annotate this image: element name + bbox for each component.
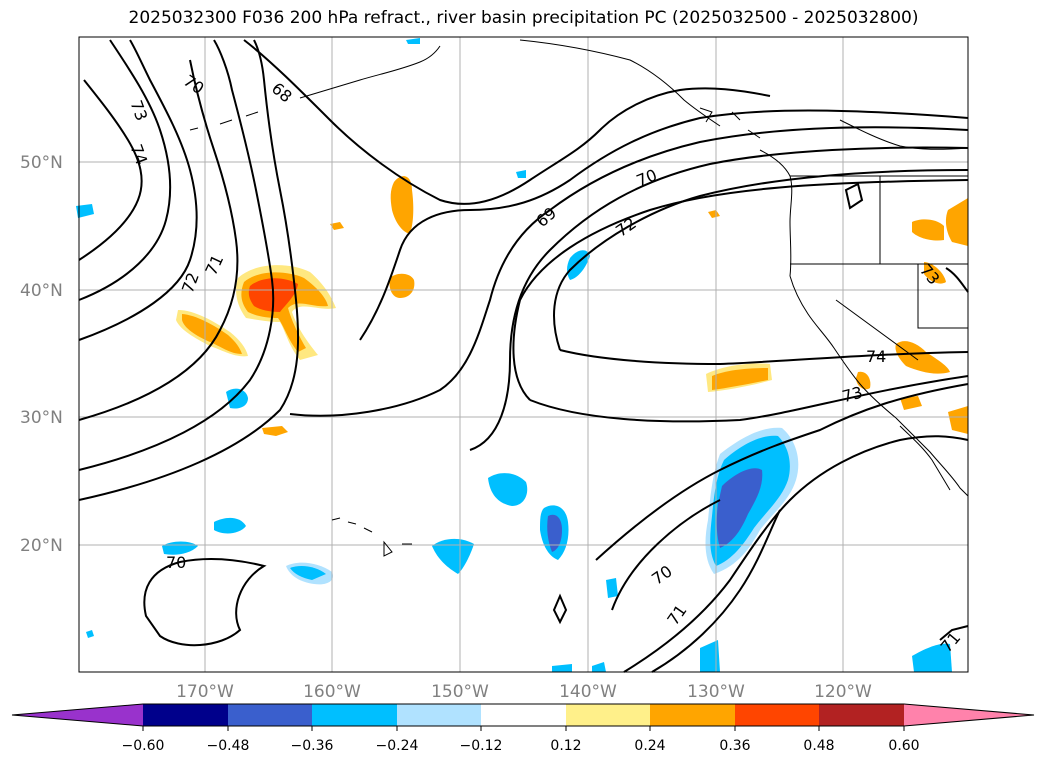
colorbar-tick-label: −0.24 — [376, 738, 419, 754]
colorbar-swatch — [228, 704, 312, 726]
lat-label: 40°N — [20, 281, 63, 301]
map-title: 2025032300 F036 200 hPa refract., river … — [128, 8, 919, 28]
contour-label: 72 — [178, 270, 203, 296]
colorbar-tick-label: 0.36 — [719, 738, 750, 754]
negative-anomaly-area — [76, 38, 952, 672]
colorbar-swatch — [481, 704, 566, 726]
contour-label: 73 — [916, 261, 944, 289]
colorbar-tick-label: −0.60 — [122, 738, 165, 754]
contour-label: 71 — [663, 601, 690, 629]
colorbar-swatch — [904, 704, 1034, 726]
map-frame — [78, 36, 969, 673]
colorbar-tick-label: 0.12 — [550, 738, 581, 754]
colorbar-swatch — [143, 704, 228, 726]
colorbar-tick-label: −0.12 — [460, 738, 503, 754]
colorbar-swatch — [735, 704, 819, 726]
colorbar-swatch — [819, 704, 904, 726]
lon-label: 160°W — [303, 682, 361, 702]
contour-label: 74 — [866, 347, 886, 366]
contour-label: 70 — [166, 553, 186, 572]
contour-label: 70 — [634, 165, 660, 190]
positive-anomaly-area — [176, 176, 968, 436]
longitude-labels: 170°W 160°W 150°W 140°W 130°W 120°W — [176, 682, 872, 702]
colorbar-tick-label: −0.48 — [207, 738, 250, 754]
lat-label: 20°N — [20, 536, 63, 556]
contour-label: 70 — [180, 71, 208, 98]
colorbar-tick-label: 0.24 — [634, 738, 665, 754]
contour-label: 69 — [532, 203, 560, 231]
colorbar-swatch — [397, 704, 481, 726]
colorbar-swatch — [650, 704, 735, 726]
latitude-labels: 50°N 40°N 30°N 20°N — [20, 153, 63, 556]
colorbar: −0.60 −0.48 −0.36 −0.24 −0.12 0.12 0.24 … — [11, 703, 1035, 754]
colorbar-tick-label: 0.60 — [888, 738, 919, 754]
refractivity-contours — [78, 39, 969, 673]
lon-label: 130°W — [687, 682, 745, 702]
lat-label: 30°N — [20, 408, 63, 428]
colorbar-swatch — [312, 704, 397, 726]
lon-label: 150°W — [431, 682, 489, 702]
lon-label: 170°W — [176, 682, 234, 702]
contour-label: 73 — [840, 383, 865, 407]
colorbar-swatch — [12, 704, 143, 726]
precipitation-shading — [76, 38, 968, 672]
colorbar-tick-label: −0.36 — [291, 738, 334, 754]
map-gridlines — [79, 37, 968, 672]
colorbar-swatch — [566, 704, 650, 726]
contour-label: 72 — [612, 213, 640, 240]
contour-labels: 70 68 73 74 72 71 69 70 72 74 73 73 70 7… — [126, 71, 964, 656]
contour-label: 70 — [648, 561, 676, 588]
colorbar-tick-label: 0.48 — [803, 738, 834, 754]
lat-label: 50°N — [20, 153, 63, 173]
lon-label: 140°W — [559, 682, 617, 702]
lon-label: 120°W — [814, 682, 872, 702]
